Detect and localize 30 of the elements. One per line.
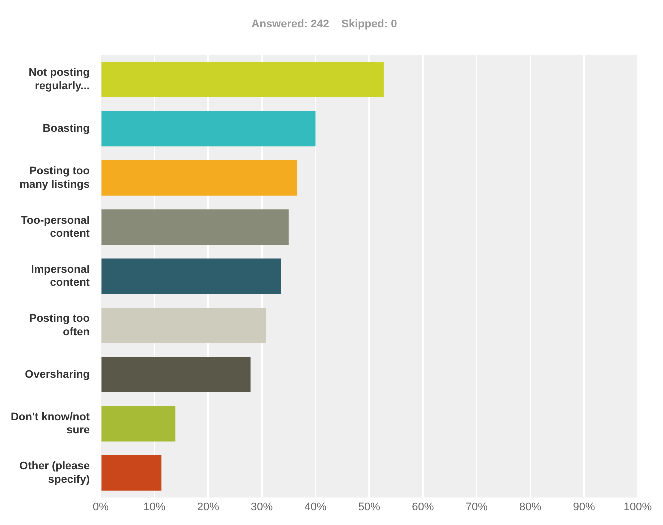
x-tick-label: 50% xyxy=(358,501,381,514)
x-tick-label: 0% xyxy=(93,501,110,514)
x-tick-label: 60% xyxy=(412,501,434,514)
bar xyxy=(102,406,176,442)
bar xyxy=(102,258,282,294)
y-tick-label: Oversharing xyxy=(25,368,90,381)
x-tick-label: 90% xyxy=(573,501,596,514)
y-tick-label: Posting too often xyxy=(29,313,90,338)
y-tick-label: Other (please specify) xyxy=(20,460,90,486)
y-tick-label: Posting too many listings xyxy=(20,166,90,191)
x-tick-label: 100% xyxy=(624,501,652,514)
y-tick-label: Not posting regularly... xyxy=(28,67,90,92)
y-tick-label: Impersonal content xyxy=(31,264,90,290)
x-tick-label: 70% xyxy=(466,501,488,514)
chart-title: Answered: 242 Skipped: 0 xyxy=(252,18,398,31)
bar xyxy=(102,308,266,344)
x-tick-label: 40% xyxy=(304,501,327,514)
bar xyxy=(102,62,384,98)
x-tick-label: 30% xyxy=(251,501,274,514)
bar xyxy=(102,456,162,491)
x-tick-label: 80% xyxy=(520,501,542,514)
bar xyxy=(102,111,316,147)
x-tick-label: 20% xyxy=(197,501,220,514)
y-tick-label: Boasting xyxy=(42,123,90,135)
y-tick-label: Don't know/not sure xyxy=(10,411,90,437)
bar xyxy=(102,357,251,393)
y-tick-label: Too-personal content xyxy=(21,214,90,240)
bar xyxy=(102,160,298,196)
x-tick-label: 10% xyxy=(144,501,166,514)
bar xyxy=(102,210,289,246)
